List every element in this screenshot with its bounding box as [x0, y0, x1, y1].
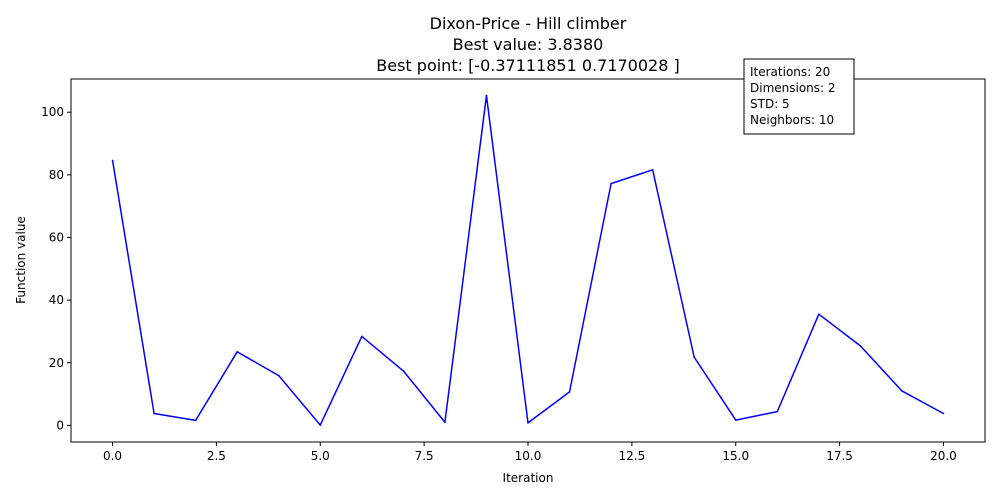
- data-point: [776, 410, 779, 413]
- data-point: [942, 412, 945, 415]
- data-point: [444, 421, 446, 424]
- info-iterations: Iterations: 20: [750, 65, 830, 79]
- x-tick-label: 10.0: [515, 449, 542, 463]
- y-axis-ticks: 0 20 40 60 80 100: [41, 105, 71, 432]
- series-layer: [111, 94, 945, 426]
- data-point: [568, 391, 571, 393]
- data-point: [693, 356, 695, 358]
- info-std: STD: 5: [750, 97, 790, 111]
- info-dimensions: Dimensions: 2: [750, 81, 836, 95]
- data-point: [194, 419, 197, 422]
- y-tick-label: 0: [56, 418, 64, 432]
- data-point: [527, 422, 529, 424]
- y-tick-label: 80: [49, 168, 64, 182]
- x-tick-label: 20.0: [930, 449, 957, 463]
- info-neighbors: Neighbors: 10: [750, 113, 834, 127]
- data-point: [734, 419, 737, 421]
- info-box: Iterations: 20 Dimensions: 2 STD: 5 Neig…: [743, 58, 855, 135]
- chart-title: Dixon-Price - Hill climber Best value: 3…: [376, 14, 679, 75]
- x-axis-label: Iteration: [503, 471, 554, 485]
- data-point: [319, 424, 322, 426]
- y-tick-label: 100: [41, 105, 64, 119]
- x-tick-label: 12.5: [619, 449, 646, 463]
- y-axis-label: Function value: [14, 216, 28, 304]
- y-tick-label: 20: [49, 356, 64, 370]
- data-point: [610, 182, 612, 185]
- chart-title-line-3: Best point: [-0.37111851 0.7170028 ]: [376, 56, 679, 75]
- data-point: [651, 169, 654, 171]
- data-point: [277, 374, 280, 377]
- x-tick-label: 17.5: [826, 449, 853, 463]
- data-point: [153, 412, 155, 415]
- x-tick-label: 0.0: [103, 449, 122, 463]
- chart-title-line-2: Best value: 3.8380: [453, 35, 604, 54]
- data-point: [901, 390, 903, 392]
- data-point: [111, 159, 114, 162]
- y-tick-label: 60: [49, 230, 64, 244]
- data-point: [402, 370, 405, 372]
- data-point: [485, 94, 488, 97]
- info-box-frame: [743, 58, 855, 135]
- y-tick-label: 40: [49, 293, 64, 307]
- chart-title-line-1: Dixon-Price - Hill climber: [430, 14, 627, 33]
- x-axis-ticks: 0.0 2.5 5.0 7.5 10.0 12.5 15.0 17.5 20.0: [103, 442, 957, 463]
- data-point: [859, 345, 862, 347]
- data-point: [361, 335, 363, 338]
- x-tick-label: 15.0: [722, 449, 749, 463]
- x-tick-label: 5.0: [311, 449, 330, 463]
- x-tick-label: 7.5: [415, 449, 434, 463]
- data-point: [236, 350, 238, 353]
- x-tick-label: 2.5: [207, 449, 226, 463]
- data-point: [818, 313, 820, 316]
